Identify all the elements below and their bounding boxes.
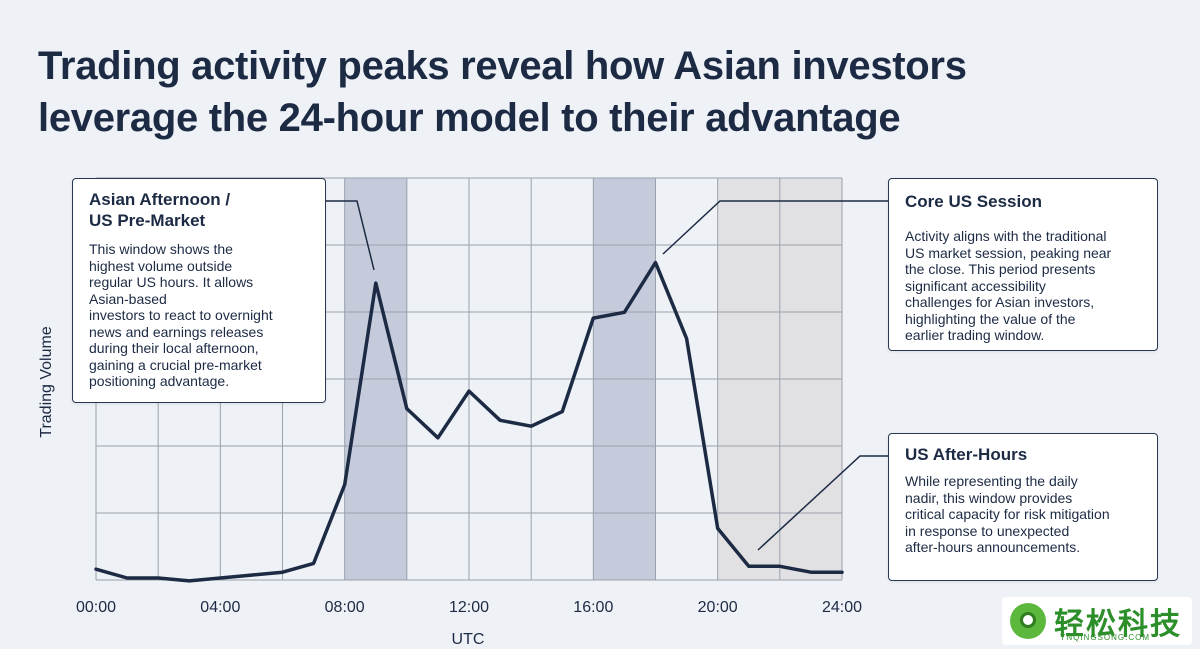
- leader-line-asian: [326, 200, 375, 271]
- leader-line-core: [662, 200, 888, 255]
- annotation-asian-line: investors to react to overnight: [89, 307, 273, 323]
- annotation-after-title: US After-Hours: [905, 445, 1028, 464]
- annotation-asian-line: during their local afternoon,: [89, 340, 259, 356]
- x-tick-label: 12:00: [449, 599, 489, 616]
- y-axis-label: Trading Volume: [38, 326, 55, 438]
- annotation-asian-body: This window shows the highest volume out…: [89, 241, 309, 390]
- annotation-after-line: nadir, this window provides: [905, 489, 1073, 506]
- annotation-core-line: challenges for Asian investors,: [905, 294, 1095, 310]
- volume-line: [94, 260, 844, 583]
- x-tick-label: 00:00: [76, 599, 116, 616]
- annotation-core-line: highlighting the value of the: [905, 310, 1076, 327]
- annotation-after-line: in response to unexpected: [905, 522, 1070, 539]
- x-tick-label: 20:00: [698, 599, 738, 616]
- x-tick-label: 08:00: [325, 599, 365, 616]
- annotation-asian-line: positioning advantage.: [89, 373, 230, 389]
- annotation-asian-line: Asian-based: [89, 290, 167, 307]
- annotation-core-us-session: Core US Session Activity aligns with the…: [888, 178, 1158, 351]
- annotation-asian-afternoon: Asian Afternoon / US Pre-Market This win…: [72, 178, 326, 403]
- annotation-us-after-hours: US After-Hours While representing the da…: [888, 433, 1158, 581]
- annotation-asian-title-line-2: US Pre-Market: [89, 211, 206, 230]
- annotation-after-line: after-hours announcements.: [905, 539, 1081, 555]
- annotation-core-body: Activity aligns with the traditional US …: [905, 228, 1141, 344]
- annotation-asian-title: Asian Afternoon / US Pre-Market: [89, 189, 309, 231]
- annotation-after-line: While representing the daily: [905, 473, 1078, 489]
- watermark-logo-subtext: YNQINGSONG.COM: [1060, 633, 1151, 642]
- annotation-core-title: Core US Session: [905, 192, 1042, 211]
- annotation-core-line: the close. This period presents: [905, 261, 1096, 277]
- annotation-core-line: US market session, peaking near: [905, 244, 1112, 261]
- annotation-after-line: critical capacity for risk mitigation: [905, 506, 1110, 522]
- annotation-asian-line: news and earnings releases: [89, 323, 264, 340]
- annotation-asian-line: regular US hours. It allows: [89, 274, 254, 290]
- annotation-asian-line: gaining a crucial pre-market: [89, 356, 262, 373]
- x-tick-label: 04:00: [200, 599, 240, 616]
- annotation-core-line: significant accessibility: [905, 277, 1046, 294]
- watermark-logo: 轻松科技 YNQINGSONG.COM: [1002, 597, 1192, 645]
- watermark-logo-text: 轻松科技: [1054, 608, 1182, 641]
- annotation-asian-title-line-1: Asian Afternoon /: [89, 190, 231, 209]
- x-tick-label: 24:00: [822, 599, 862, 616]
- annotation-core-line: Activity aligns with the traditional: [905, 228, 1107, 244]
- x-tick-label: 16:00: [573, 599, 613, 616]
- annotation-leaders: [326, 200, 888, 551]
- annotation-asian-line: This window shows the: [89, 241, 233, 257]
- title-line-1: Trading activity peaks reveal how Asian …: [38, 44, 967, 88]
- annotation-core-line: earlier trading window.: [905, 327, 1045, 343]
- title-line-2: leverage the 24-hour model to their adva…: [38, 96, 901, 140]
- chart-title: Trading activity peaks reveal how Asian …: [38, 40, 967, 144]
- annotation-after-body: While representing the daily nadir, this…: [905, 473, 1141, 556]
- x-tick-labels: 00:00 04:00 08:00 12:00 16:00 20:00 24:00: [76, 599, 862, 616]
- leader-line-after: [757, 455, 888, 551]
- leaf-eye-icon: [1010, 603, 1046, 639]
- x-axis-label: UTC: [452, 631, 485, 648]
- annotation-asian-line: highest volume outside: [89, 257, 233, 274]
